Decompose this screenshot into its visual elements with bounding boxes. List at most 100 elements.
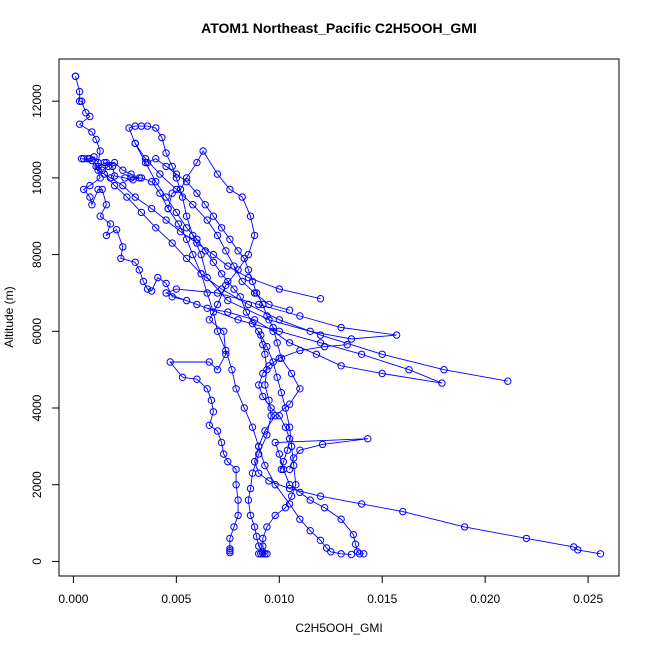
data-point (281, 404, 290, 412)
data-point (213, 427, 222, 435)
data-point (199, 147, 207, 155)
data-point (172, 285, 181, 293)
data-point (242, 308, 251, 316)
data-point (152, 155, 160, 163)
data-point (320, 342, 329, 351)
data-point (285, 306, 294, 314)
data-point (226, 548, 234, 557)
data-point (127, 174, 135, 182)
data-point (285, 481, 294, 489)
data-point (96, 147, 104, 155)
data-point (250, 458, 259, 466)
data-point (271, 412, 279, 420)
x-tick-label: 0.010 (264, 592, 294, 606)
data-point (94, 185, 102, 194)
data-point (158, 133, 166, 142)
data-point (522, 534, 531, 543)
data-point (250, 316, 259, 324)
data-point (290, 461, 298, 470)
data-point (337, 550, 345, 558)
data-point (596, 550, 605, 558)
x-tick-label: 0.015 (367, 592, 397, 606)
data-point (570, 543, 578, 551)
data-point (209, 408, 218, 416)
data-point (162, 193, 170, 201)
data-point (201, 201, 209, 209)
data-point (156, 189, 164, 197)
data-point (248, 319, 257, 328)
y-tick-label: 2000 (30, 471, 44, 498)
data-point (71, 72, 80, 81)
data-point (100, 158, 109, 167)
data-point (217, 285, 226, 293)
data-point (143, 285, 152, 293)
data-point (110, 181, 119, 190)
data-point (207, 396, 216, 404)
data-point (275, 450, 283, 458)
data-point (213, 231, 222, 240)
data-point (224, 277, 232, 286)
data-point (259, 550, 267, 558)
data-point (217, 438, 226, 447)
data-point (203, 289, 211, 297)
data-point (217, 270, 226, 278)
data-point (88, 156, 96, 165)
data-point (285, 400, 294, 408)
data-point (265, 316, 273, 324)
plot-series (71, 72, 605, 559)
data-point (203, 216, 211, 224)
data-point (217, 224, 226, 232)
data-point (75, 120, 84, 128)
data-point (234, 496, 242, 504)
plot-frame (58, 58, 620, 577)
data-point (226, 547, 234, 555)
data-point (265, 396, 273, 404)
data-point (141, 155, 150, 163)
data-point (265, 362, 273, 370)
data-point (224, 296, 232, 305)
data-point (147, 178, 156, 186)
data-point (220, 450, 228, 458)
data-point (355, 550, 364, 558)
series-line (103, 173, 508, 382)
data-point (399, 507, 407, 516)
data-point (131, 193, 139, 201)
data-point (337, 362, 345, 370)
data-point (117, 254, 125, 263)
data-point (259, 392, 267, 401)
data-point (246, 484, 255, 493)
data-point (88, 201, 96, 209)
data-point (172, 174, 181, 182)
chart-title: ATOM1 Northeast_Pacific C2H5OOH_GMI (201, 20, 477, 36)
data-point (98, 166, 106, 174)
data-point (230, 262, 238, 270)
data-point (244, 266, 253, 274)
data-point (269, 358, 277, 366)
data-point (296, 488, 304, 497)
data-point (320, 504, 329, 512)
data-point (162, 279, 170, 288)
data-point (285, 500, 294, 508)
data-point (265, 477, 273, 485)
data-point (162, 216, 170, 224)
data-point (224, 308, 232, 316)
data-point (82, 109, 90, 117)
data-point (259, 341, 267, 349)
data-point (312, 350, 321, 358)
data-point (250, 523, 259, 531)
data-point (213, 366, 222, 374)
data-point (86, 193, 94, 201)
data-point (234, 316, 242, 324)
data-point (96, 212, 104, 220)
data-point (119, 181, 127, 190)
data-point (176, 227, 185, 236)
data-point (349, 530, 358, 539)
data-point (255, 300, 263, 309)
data-point (275, 327, 283, 335)
data-point (378, 369, 386, 378)
data-point (92, 162, 100, 171)
data-point (252, 532, 261, 541)
data-point (316, 331, 325, 339)
data-point (269, 323, 277, 332)
data-point (224, 458, 232, 466)
